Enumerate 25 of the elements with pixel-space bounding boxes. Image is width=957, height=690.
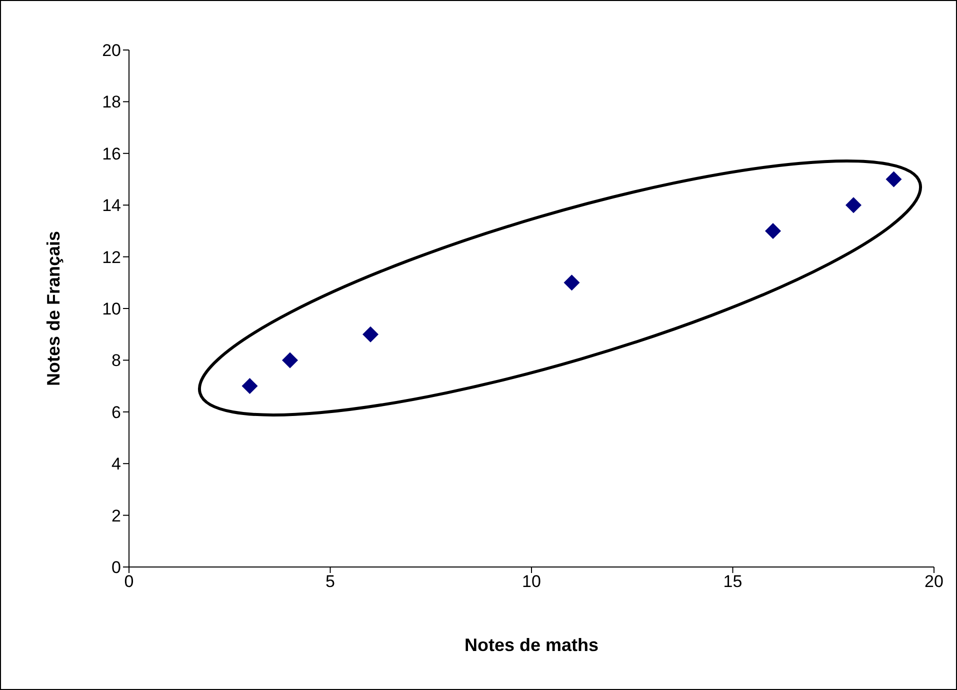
y-tick-label: 6 — [112, 402, 121, 422]
point — [765, 222, 781, 239]
y-tick-label: 8 — [112, 351, 121, 370]
y-tick-label: 18 — [102, 92, 121, 112]
point — [886, 171, 902, 188]
x-axis-title: Notes de maths — [464, 635, 599, 655]
y-tick-label: 4 — [112, 454, 121, 474]
y-tick-label: 2 — [112, 506, 121, 526]
y-tick-label: 20 — [102, 41, 121, 60]
y-tick-label: 12 — [102, 248, 121, 267]
x-tick-label: 5 — [326, 572, 335, 592]
y-tick-label: 14 — [102, 196, 121, 216]
x-tick-label: 0 — [124, 572, 134, 592]
x-tick-label: 15 — [723, 572, 742, 592]
point — [282, 352, 298, 368]
point — [564, 274, 580, 291]
y-axis-title: Notes de Français — [43, 230, 64, 386]
y-tick-label: 16 — [102, 144, 121, 164]
y-tick-label: 10 — [102, 300, 121, 319]
point — [242, 378, 258, 394]
x-tick-label: 20 — [924, 572, 944, 592]
point — [846, 197, 862, 214]
x-tick-label: 10 — [522, 572, 541, 592]
point — [362, 326, 378, 342]
y-tick-label: 0 — [112, 558, 121, 578]
